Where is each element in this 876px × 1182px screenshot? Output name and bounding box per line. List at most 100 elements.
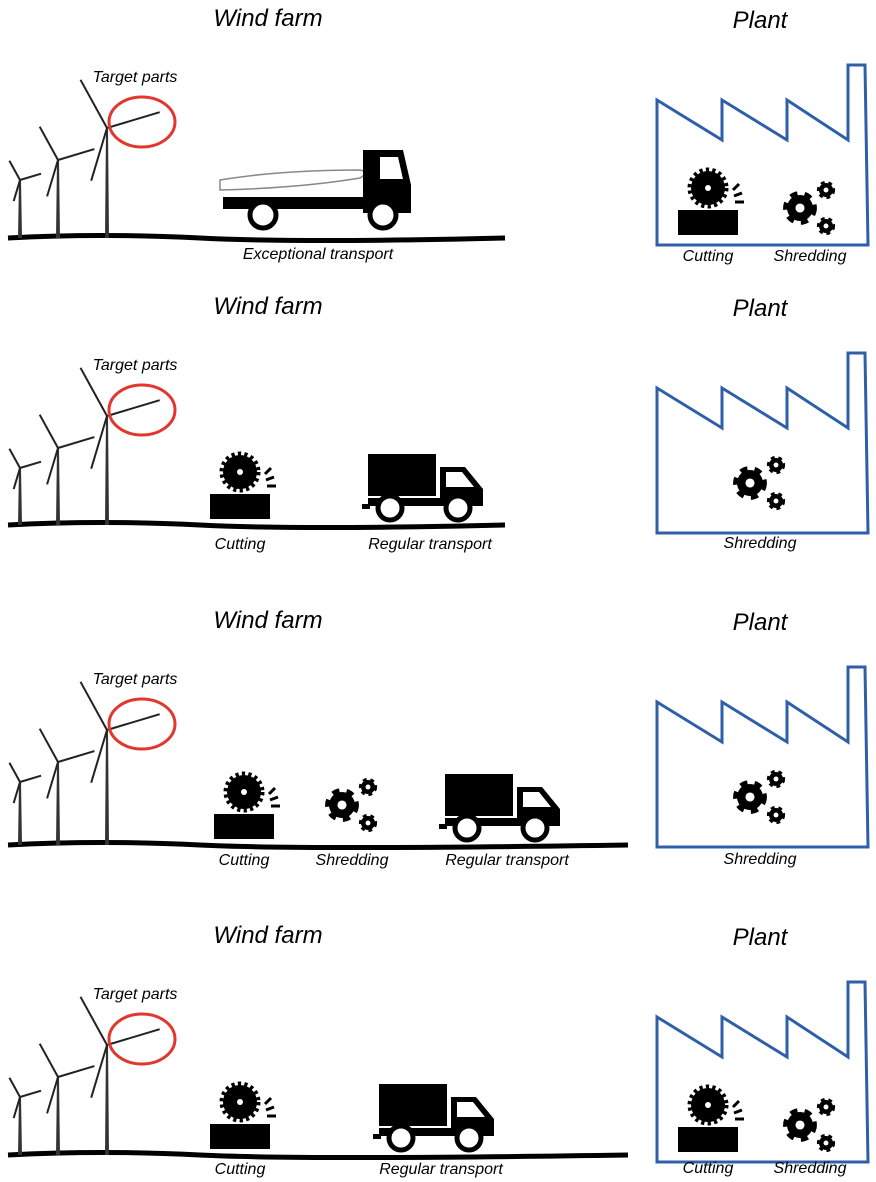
gear-hole [795, 1120, 804, 1129]
truck-wheel [250, 202, 276, 228]
turbine-blade [9, 763, 20, 782]
turbine-tower [56, 160, 60, 238]
turbine-blade [40, 415, 58, 448]
truck-wheel [389, 1126, 413, 1150]
turbine-blade [20, 1091, 41, 1097]
turbine-tower [105, 1045, 109, 1155]
turbine-blade [47, 762, 58, 798]
saw-hub [705, 185, 711, 191]
turbine-tower [18, 180, 22, 238]
turbine-blade [47, 1077, 58, 1113]
truck-box [368, 454, 436, 496]
gear-hole [824, 1141, 829, 1146]
site-title: Wind farm [213, 293, 322, 320]
site-step-label: Regular transport [445, 852, 569, 869]
turbine-blade [9, 161, 20, 180]
gear-hole [745, 478, 754, 487]
turbine-blade [80, 368, 107, 416]
saw-hub [705, 1102, 711, 1108]
turbine-blade [20, 776, 41, 782]
target-highlight [109, 699, 175, 749]
turbine-blade [40, 1044, 58, 1077]
turbine-tower [56, 448, 60, 525]
turbine-blade [91, 128, 107, 181]
gear-hole [366, 785, 371, 790]
site-title: Wind farm [213, 5, 322, 32]
turbine-blade [58, 751, 94, 762]
turbine-blade [58, 149, 94, 160]
site-step-label: Shredding [316, 852, 389, 869]
plant-building [657, 667, 868, 847]
plant-title: Plant [733, 295, 789, 322]
truck-wheel [457, 1126, 481, 1150]
gear-hole [337, 800, 346, 809]
truck-wheel [523, 816, 547, 840]
truck-bed [223, 197, 373, 209]
turbine-blade [58, 1066, 94, 1077]
saw-sparks [733, 1101, 744, 1119]
saw-sparks [733, 184, 744, 202]
truck-box [445, 774, 513, 816]
site-step-label: Exceptional transport [243, 246, 394, 263]
saw-base [210, 494, 270, 519]
truck-bumper [373, 1134, 381, 1139]
turbine-tower [105, 730, 109, 845]
turbine-blade [80, 80, 107, 128]
plant-step-label: Shredding [774, 1160, 847, 1177]
plant-step-label: Shredding [724, 851, 797, 868]
site-title: Wind farm [213, 607, 322, 634]
truck-box [379, 1084, 447, 1126]
gear-hole [824, 188, 829, 193]
turbine-blade [107, 400, 160, 416]
truck-wheel [370, 202, 396, 228]
turbine-blade [80, 682, 107, 730]
plant-step-label: Cutting [683, 248, 734, 265]
target-highlight [109, 97, 175, 147]
turbine-blade [47, 160, 58, 196]
gear-hole [774, 777, 779, 782]
turbine-blade [40, 127, 58, 160]
plant-title: Plant [733, 924, 789, 951]
gear-hole [366, 821, 371, 826]
turbine-blade [107, 1029, 160, 1045]
saw-base [678, 1127, 738, 1152]
ground [8, 1153, 628, 1158]
target-label: Target parts [93, 69, 178, 86]
turbine-tower [56, 762, 60, 845]
site-step-label: Cutting [219, 852, 270, 869]
gear-hole [824, 224, 829, 229]
saw-base [210, 1124, 270, 1149]
site-step-label: Cutting [215, 1161, 266, 1178]
saw-sparks [269, 788, 280, 806]
ground [8, 236, 505, 241]
turbine-blade [9, 1078, 20, 1097]
site-step-label: Cutting [215, 536, 266, 553]
target-highlight [109, 385, 175, 435]
gear-hole [824, 1105, 829, 1110]
ground [8, 523, 505, 528]
truck-wheel [446, 496, 470, 520]
gear-hole [795, 203, 804, 212]
plant-step-label: Shredding [774, 248, 847, 265]
turbine-tower [18, 468, 22, 525]
turbine-blade [107, 112, 160, 128]
saw-hub [237, 1099, 243, 1105]
turbine-blade [47, 448, 58, 484]
turbine-blade [91, 416, 107, 469]
turbine-blade [91, 1045, 107, 1098]
turbine-blade [20, 174, 41, 180]
saw-sparks [265, 468, 276, 486]
plant-step-label: Cutting [683, 1160, 734, 1177]
turbine-blade [9, 449, 20, 468]
ground [8, 843, 628, 848]
plant-step-label: Shredding [724, 535, 797, 552]
blade-load [220, 170, 365, 190]
turbine-blade [80, 997, 107, 1045]
turbine-tower [18, 1097, 22, 1155]
gear-hole [774, 463, 779, 468]
saw-base [678, 210, 738, 235]
turbine-tower [105, 128, 109, 238]
gear-hole [745, 792, 754, 801]
page: {"scenarios": [ {"site_title": "Wind far… [0, 0, 876, 1182]
